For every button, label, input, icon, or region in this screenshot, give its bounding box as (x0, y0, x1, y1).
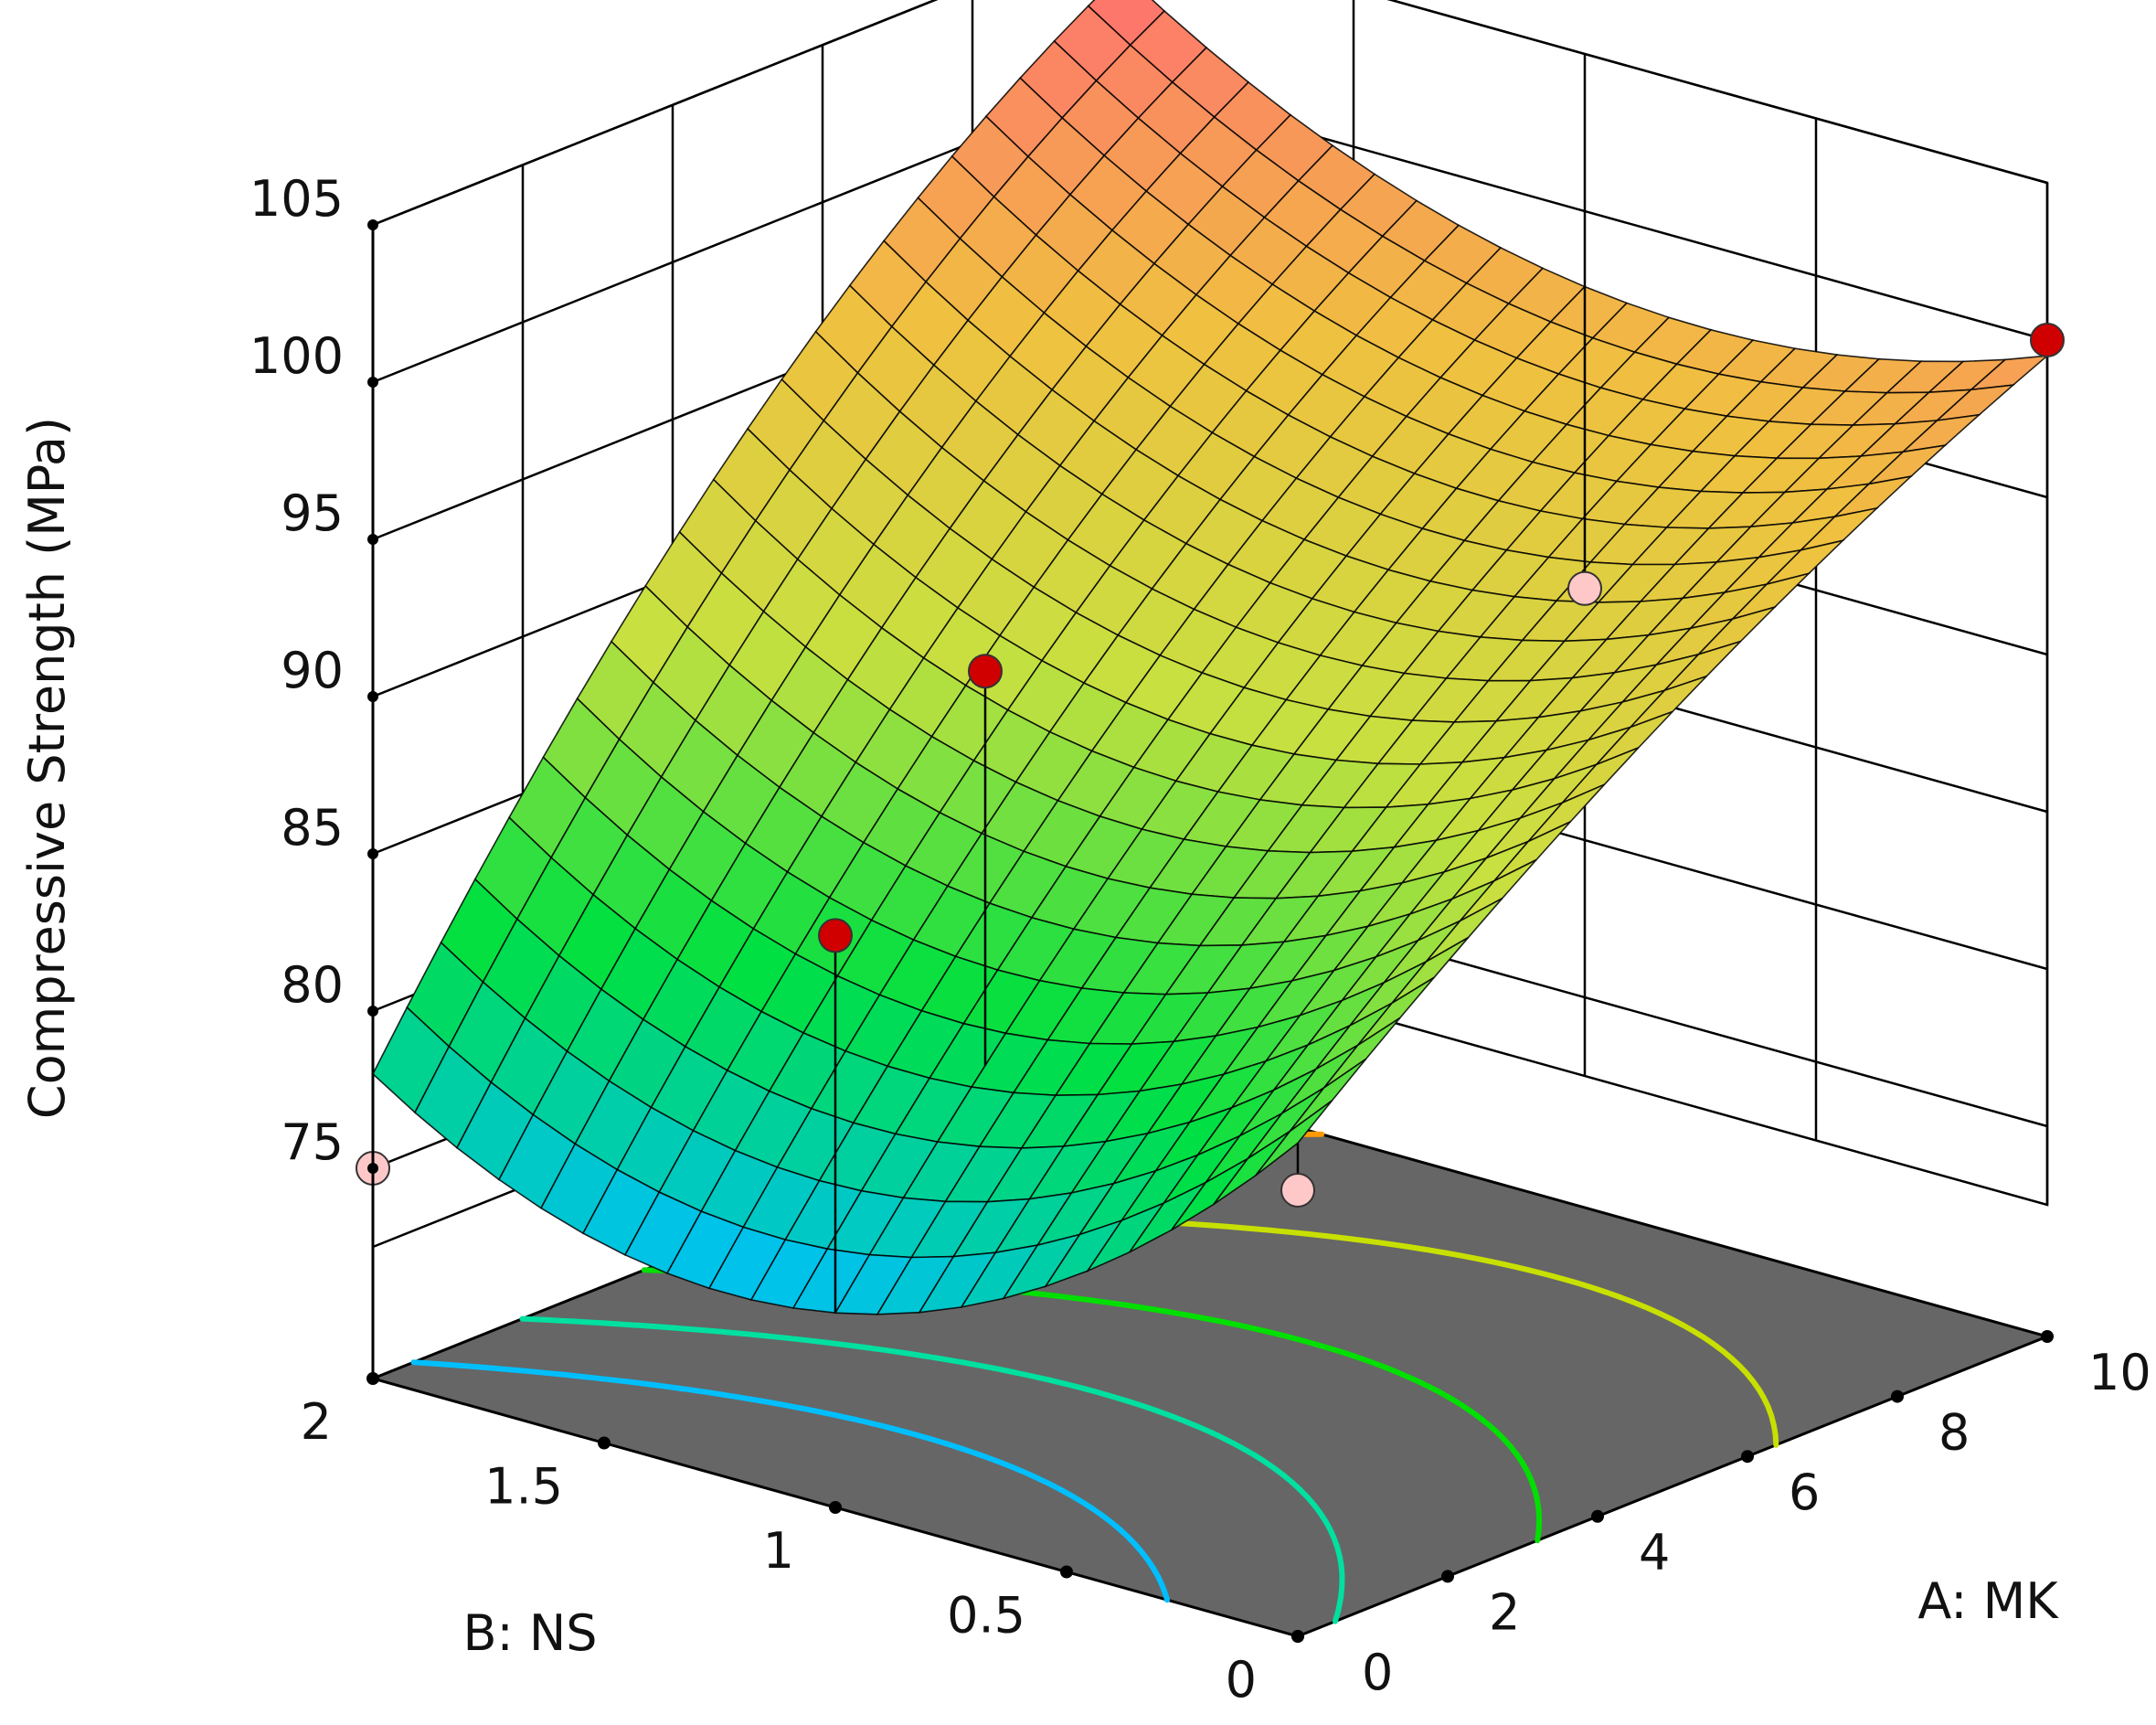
contour-line (519, 1315, 1345, 1624)
y-tick-label: 1.5 (484, 1458, 563, 1516)
y-tick-label: 2 (301, 1393, 332, 1451)
x-tick-label: 8 (1938, 1404, 1970, 1462)
surface-cell (1255, 1100, 1333, 1177)
y-tick-mark (1291, 1630, 1304, 1643)
z-axis-title: Compressive Strength (MPa) (18, 417, 76, 1119)
y-tick-mark (598, 1436, 611, 1450)
z-tick-mark (367, 534, 378, 545)
z-tick-label: 100 (250, 327, 344, 385)
z-tick-label: 90 (281, 642, 344, 699)
y-tick-label: 1 (763, 1522, 794, 1580)
design-point (1567, 570, 1602, 606)
design-point (2030, 323, 2065, 357)
z-tick-mark (367, 1163, 378, 1174)
x-tick-mark (1741, 1450, 1754, 1464)
design-point (1280, 1173, 1315, 1208)
x-tick-mark (1441, 1570, 1454, 1583)
z-tick-label: 95 (281, 484, 344, 542)
contour-line (410, 1359, 1170, 1603)
x-tick-label: 4 (1639, 1524, 1670, 1581)
x-axis-title: A: MK (1917, 1572, 2059, 1630)
y-tick-mark (829, 1501, 842, 1514)
z-tick-mark (367, 1006, 378, 1017)
z-tick-label: 75 (281, 1113, 344, 1171)
y-tick-mark (366, 1372, 379, 1385)
design-point (968, 654, 1003, 689)
x-tick-mark (2041, 1330, 2054, 1343)
z-tick-mark (367, 848, 378, 859)
x-tick-mark (1591, 1509, 1604, 1523)
z-gridline (372, 0, 2048, 227)
y-tick-mark (1060, 1565, 1073, 1579)
z-tick-mark (367, 691, 378, 702)
design-point (818, 918, 853, 953)
x-tick-label: 2 (1489, 1583, 1520, 1641)
z-tick-mark (367, 219, 378, 230)
y-tick-label: 0.5 (947, 1587, 1025, 1645)
response-surface (372, 0, 2050, 1315)
z-tick-label: 80 (281, 956, 344, 1014)
x-tick-label: 0 (1362, 1644, 1393, 1701)
x-tick-label: 6 (1789, 1464, 1820, 1521)
z-tick-mark (367, 377, 378, 388)
y-axis-title: B: NS (462, 1604, 597, 1662)
x-tick-mark (1891, 1390, 1904, 1403)
y-tick-label: 0 (1226, 1651, 1257, 1709)
x-tick-label: 10 (2088, 1344, 2151, 1401)
z-tick-label: 105 (250, 170, 344, 228)
z-tick-label: 85 (281, 799, 344, 857)
